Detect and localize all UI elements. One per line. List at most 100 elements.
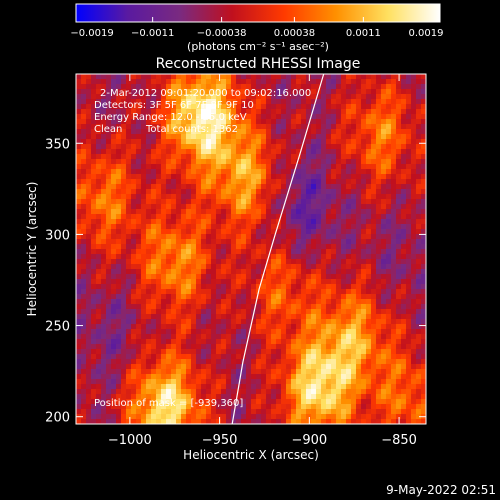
heatmap-cell [271, 324, 277, 330]
heatmap-cell [166, 189, 172, 195]
heatmap-cell [246, 219, 252, 225]
heatmap-cell [136, 159, 142, 165]
heatmap-cell [376, 339, 382, 345]
heatmap-cell [111, 84, 117, 90]
heatmap-cell [361, 219, 367, 225]
heatmap-cell [86, 269, 92, 275]
heatmap-cell [416, 199, 422, 205]
heatmap-cell [206, 314, 212, 320]
heatmap-cell [141, 229, 147, 235]
heatmap-cell [121, 349, 127, 355]
heatmap-cell [316, 154, 322, 160]
heatmap-cell [411, 349, 417, 355]
heatmap-cell [376, 379, 382, 385]
heatmap-cell [341, 169, 347, 175]
heatmap-cell [356, 249, 362, 255]
heatmap-cell [241, 164, 247, 170]
heatmap-cell [121, 339, 127, 345]
heatmap-cell [221, 229, 227, 235]
heatmap-cell [96, 329, 102, 335]
heatmap-cell [161, 169, 167, 175]
heatmap-cell [161, 259, 167, 265]
heatmap-cell [301, 164, 307, 170]
heatmap-cell [286, 149, 292, 155]
heatmap-cell [281, 379, 287, 385]
heatmap-cell [286, 79, 292, 85]
heatmap-cell [201, 314, 207, 320]
heatmap-cell [346, 329, 352, 335]
heatmap-cell [106, 104, 112, 110]
heatmap-cell [381, 379, 387, 385]
heatmap-cell [136, 414, 142, 420]
heatmap-cell [166, 79, 172, 85]
heatmap-cell [381, 364, 387, 370]
heatmap-cell [406, 289, 412, 295]
heatmap-cell [81, 194, 87, 200]
heatmap-cell [286, 164, 292, 170]
heatmap-cell [386, 169, 392, 175]
heatmap-cell [316, 284, 322, 290]
heatmap-cell [351, 74, 357, 80]
heatmap-cell [411, 139, 417, 145]
heatmap-cell [366, 124, 372, 130]
heatmap-cell [211, 334, 217, 340]
heatmap-cell [176, 174, 182, 180]
heatmap-cell [296, 194, 302, 200]
heatmap-cell [321, 319, 327, 325]
heatmap-cell [106, 89, 112, 95]
heatmap-cell [141, 269, 147, 275]
heatmap-cell [381, 94, 387, 100]
heatmap-cell [291, 179, 297, 185]
heatmap-cell [411, 184, 417, 190]
heatmap-cell [181, 349, 187, 355]
heatmap-cell [76, 274, 82, 280]
heatmap-cell [321, 359, 327, 365]
heatmap-cell [206, 169, 212, 175]
heatmap-cell [421, 124, 427, 130]
heatmap-cell [216, 124, 222, 130]
heatmap-cell [91, 199, 97, 205]
heatmap-cell [256, 384, 262, 390]
heatmap-cell [81, 189, 87, 195]
heatmap-cell [86, 89, 92, 95]
heatmap-cell [291, 119, 297, 125]
heatmap-cell [231, 389, 237, 395]
heatmap-cell [376, 204, 382, 210]
heatmap-cell [146, 289, 152, 295]
heatmap-cell [391, 199, 397, 205]
heatmap-cell [201, 384, 207, 390]
heatmap-cell [181, 144, 187, 150]
heatmap-cell [236, 109, 242, 115]
heatmap-cell [351, 174, 357, 180]
heatmap-cell [146, 349, 152, 355]
heatmap-cell [86, 274, 92, 280]
heatmap-cell [181, 164, 187, 170]
heatmap-cell [171, 344, 177, 350]
heatmap-cell [356, 174, 362, 180]
heatmap-cell [246, 359, 252, 365]
heatmap-cell [231, 249, 237, 255]
heatmap-cell [91, 129, 97, 135]
heatmap-cell [86, 174, 92, 180]
heatmap-cell [331, 324, 337, 330]
heatmap-cell [86, 319, 92, 325]
heatmap-cell [301, 264, 307, 270]
heatmap-cell [231, 204, 237, 210]
heatmap-cell [246, 274, 252, 280]
heatmap-cell [421, 134, 427, 140]
heatmap-cell [416, 339, 422, 345]
heatmap-cell [146, 209, 152, 215]
heatmap-cell [171, 259, 177, 265]
heatmap-cell [261, 194, 267, 200]
heatmap-cell [271, 259, 277, 265]
heatmap-cell [371, 164, 377, 170]
heatmap-cell [211, 199, 217, 205]
heatmap-cell [76, 224, 82, 230]
heatmap-cell [271, 109, 277, 115]
heatmap-cell [216, 354, 222, 360]
heatmap-cell [381, 139, 387, 145]
heatmap-cell [241, 414, 247, 420]
heatmap-cell [266, 339, 272, 345]
heatmap-cell [346, 389, 352, 395]
